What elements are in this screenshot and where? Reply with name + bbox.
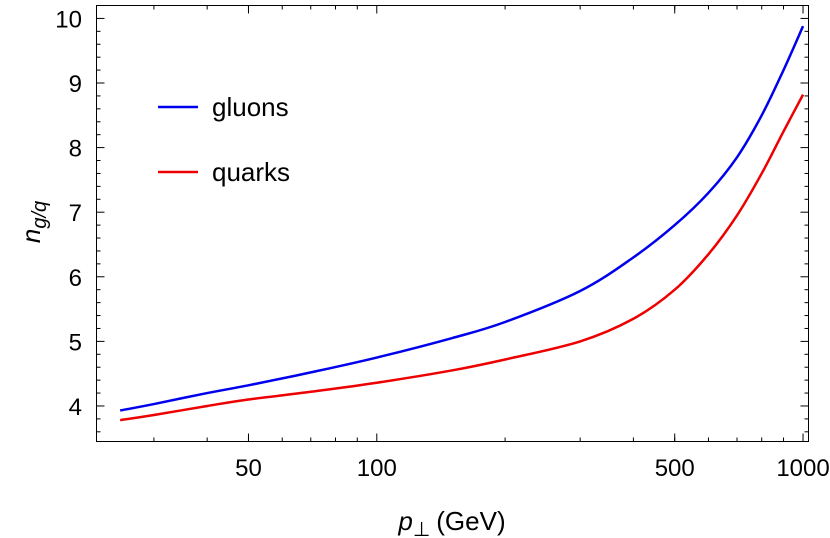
plot-frame [96, 5, 809, 442]
x-tick-label: 500 [655, 455, 695, 482]
x-axis-label: p⊥ (GeV) [397, 506, 505, 538]
legend: gluons quarks [158, 92, 290, 187]
y-tick-label: 6 [69, 265, 82, 292]
x-axis-label-main: p [397, 506, 412, 536]
legend-label-quarks: quarks [212, 157, 290, 187]
series-lines [119, 25, 805, 422]
y-tick-label: 9 [69, 71, 82, 98]
x-tick-label: 1000 [776, 455, 829, 482]
y-axis-label-sub: g/q [29, 201, 51, 229]
y-tick-label: 7 [69, 200, 82, 227]
y-tick-label: 4 [69, 394, 82, 421]
y-tick-label: 5 [69, 329, 82, 356]
y-tick-label: 10 [55, 6, 82, 33]
series-line-gluons [119, 25, 805, 412]
x-axis-label-unit: (GeV) [436, 506, 505, 536]
x-axis-label-sub: ⊥ [413, 519, 430, 538]
series-line-quarks [119, 94, 805, 422]
x-tick-label: 100 [357, 455, 397, 482]
y-tick-label: 8 [69, 136, 82, 163]
ticks [96, 5, 809, 442]
tick-labels: 50 100 500 1000 4 5 6 7 8 9 10 [55, 6, 829, 482]
legend-label-gluons: gluons [212, 92, 289, 122]
x-tick-label: 50 [235, 455, 262, 482]
y-axis-label-main: n [16, 229, 46, 243]
y-axis-label: ng/q [16, 201, 51, 243]
